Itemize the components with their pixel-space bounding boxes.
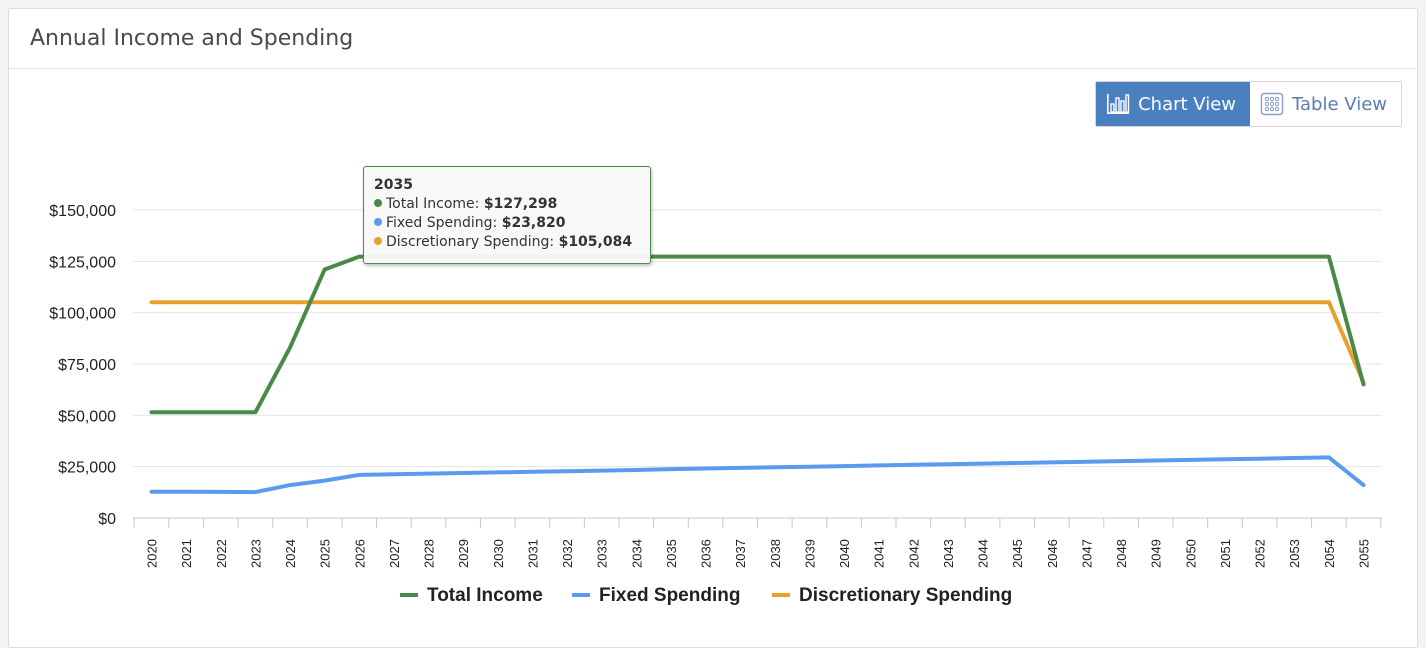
tooltip-label: Discretionary Spending: — [386, 234, 555, 250]
table-view-button[interactable]: Table View — [1250, 82, 1401, 126]
x-tick-label: 2054 — [1322, 539, 1337, 568]
x-tick-label: 2027 — [387, 539, 402, 568]
chart-view-label: Chart View — [1138, 93, 1237, 115]
y-tick-label: $25,000 — [58, 460, 116, 477]
panel-title: Annual Income and Spending — [30, 26, 354, 51]
x-tick-label: 2025 — [318, 539, 333, 568]
legend: Total Income Fixed Spending Discretionary … — [400, 585, 1012, 606]
x-axis: 2020 2021 2022 2023 2024 2025 2026 2027 2028 2029… — [133, 517, 1382, 568]
y-tick-label: $0 — [98, 511, 116, 528]
x-tick-label: 2020 — [145, 539, 160, 568]
grid-lines — [133, 209, 1382, 468]
y-tick-label: $125,000 — [49, 254, 116, 271]
x-tick-label: 2051 — [1218, 539, 1233, 568]
chart-tooltip: 2035 Total Income: $127,298 Fixed Spendi… — [363, 166, 651, 264]
x-tick-label: 2035 — [664, 539, 679, 568]
legend-label[interactable]: Total Income — [427, 585, 543, 606]
tooltip-row-fixed-spending: Fixed Spending: $23,820 — [374, 214, 650, 233]
bar-chart-icon — [1107, 94, 1130, 114]
series-line-total-income — [149, 254, 1366, 415]
x-tick-label: 2046 — [1045, 539, 1060, 568]
y-axis-ticks: $0 $25,000 $50,000 $75,000 $100,000 $125,000 $… — [49, 203, 116, 528]
x-tick-label: 2033 — [595, 539, 610, 568]
series-line-discretionary-spending — [149, 300, 1366, 385]
x-tick-label: 2026 — [352, 539, 367, 568]
x-tick-label: 2041 — [872, 539, 887, 568]
legend-label[interactable]: Discretionary Spending — [799, 585, 1012, 606]
x-tick-label: 2043 — [941, 539, 956, 568]
x-tick-label: 2038 — [768, 539, 783, 568]
x-tick-label: 2039 — [802, 539, 817, 568]
tooltip-value: $105,084 — [558, 234, 633, 250]
x-tick-label: 2048 — [1114, 539, 1129, 568]
table-view-label: Table View — [1292, 93, 1387, 115]
fixed-spending-dot — [374, 218, 382, 226]
y-tick-label: $50,000 — [58, 408, 116, 425]
tooltip-row-total-income: Total Income: $127,298 — [374, 195, 650, 214]
tooltip-label: Total Income: — [386, 196, 480, 212]
x-tick-label: 2021 — [179, 539, 194, 568]
x-tick-label: 2052 — [1253, 539, 1268, 568]
y-tick-label: $150,000 — [49, 203, 116, 220]
x-tick-label: 2029 — [456, 539, 471, 568]
x-tick-label: 2022 — [214, 539, 229, 568]
x-tick-label: 2053 — [1287, 539, 1302, 568]
x-tick-label: 2049 — [1149, 539, 1164, 568]
x-tick-label: 2037 — [733, 539, 748, 568]
tooltip-label: Fixed Spending: — [386, 215, 498, 231]
panel-header: Annual Income and Spending — [9, 9, 1417, 69]
tooltip-year: 2035 — [374, 177, 413, 193]
x-tick-label: 2034 — [629, 539, 644, 568]
series-lines — [149, 254, 1366, 495]
x-tick-label: 2036 — [699, 539, 714, 568]
chart-view-button[interactable]: Chart View — [1096, 82, 1251, 126]
x-tick-label: 2045 — [1010, 539, 1025, 568]
view-toggle: Chart View Table View — [1095, 81, 1402, 127]
x-tick-label: 2028 — [422, 539, 437, 568]
x-tick-label: 2024 — [283, 539, 298, 568]
x-tick-label: 2032 — [560, 539, 575, 568]
y-tick-label: $75,000 — [58, 357, 116, 374]
discretionary-spending-dot — [374, 237, 382, 245]
x-tick-label: 2047 — [1079, 539, 1094, 568]
x-tick-label: 2042 — [906, 539, 921, 568]
tooltip-value: $127,298 — [483, 196, 558, 212]
x-tick-label: 2050 — [1183, 539, 1198, 568]
x-tick-label: 2030 — [491, 539, 506, 568]
x-tick-label: 2044 — [976, 539, 991, 568]
table-grid-icon — [1260, 92, 1284, 116]
x-tick-label: 2040 — [837, 539, 852, 568]
tooltip-value: $23,820 — [501, 215, 566, 231]
x-tick-label: 2023 — [248, 539, 263, 568]
series-line-fixed-spending — [149, 455, 1366, 495]
tooltip-row-discretionary-spending: Discretionary Spending: $105,084 — [374, 233, 650, 252]
legend-label[interactable]: Fixed Spending — [599, 585, 740, 606]
x-tick-label: 2031 — [525, 539, 540, 568]
x-tick-label: 2055 — [1357, 539, 1372, 568]
y-tick-label: $100,000 — [49, 306, 116, 323]
total-income-dot — [374, 199, 382, 207]
